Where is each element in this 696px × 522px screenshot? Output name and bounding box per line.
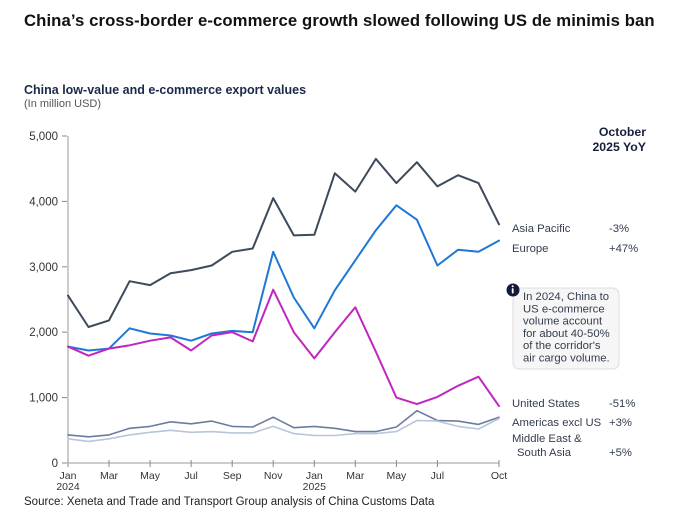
svg-text:May: May [386, 470, 407, 482]
svg-text:of the corridor's: of the corridor's [523, 340, 601, 352]
svg-text:United States: United States [512, 398, 580, 410]
svg-text:+5%: +5% [609, 447, 632, 459]
svg-text:In 2024, China to: In 2024, China to [523, 291, 609, 303]
svg-text:-51%: -51% [609, 398, 635, 410]
svg-text:South Asia: South Asia [517, 447, 572, 459]
svg-text:Nov: Nov [264, 470, 283, 482]
svg-text:+3%: +3% [609, 417, 632, 429]
svg-text:Asia Pacific: Asia Pacific [512, 223, 571, 235]
svg-text:Oct: Oct [491, 470, 507, 482]
svg-text:Mar: Mar [346, 470, 365, 482]
svg-text:Jul: Jul [431, 470, 444, 482]
svg-text:1,000: 1,000 [29, 393, 58, 405]
svg-text:0: 0 [52, 458, 58, 470]
svg-text:Americas excl US: Americas excl US [512, 417, 602, 429]
svg-text:3,000: 3,000 [29, 262, 58, 274]
svg-text:4,000: 4,000 [29, 196, 58, 208]
svg-text:US e-commerce: US e-commerce [523, 303, 605, 315]
svg-text:Mar: Mar [100, 470, 119, 482]
svg-text:Europe: Europe [512, 243, 548, 255]
svg-text:5,000: 5,000 [29, 131, 58, 143]
svg-text:May: May [140, 470, 161, 482]
svg-text:+47%: +47% [609, 243, 638, 255]
svg-text:-3%: -3% [609, 223, 629, 235]
svg-text:air cargo volume.: air cargo volume. [523, 353, 610, 365]
svg-text:volume account: volume account [523, 316, 603, 328]
svg-text:Middle East &: Middle East & [512, 433, 582, 445]
svg-text:for about 40-50%: for about 40-50% [523, 328, 610, 340]
svg-text:2024: 2024 [56, 481, 80, 493]
svg-text:Jul: Jul [184, 470, 197, 482]
svg-text:2,000: 2,000 [29, 327, 58, 339]
svg-text:2025: 2025 [303, 481, 327, 493]
svg-text:Sep: Sep [223, 470, 242, 482]
